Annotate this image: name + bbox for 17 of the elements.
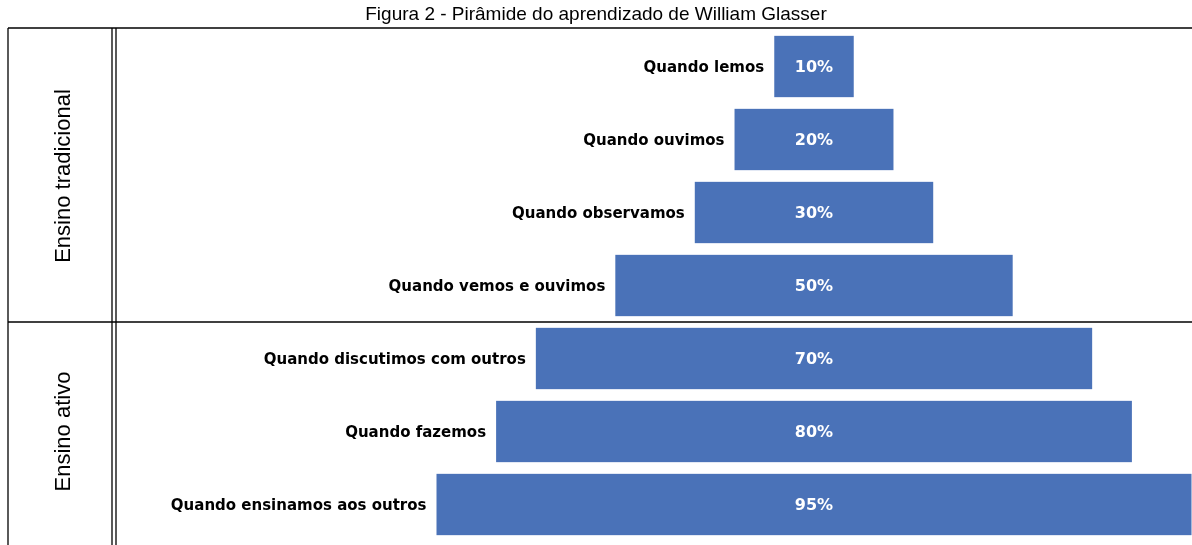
category-label: Quando fazemos xyxy=(345,422,487,441)
category-label: Quando vemos e ouvimos xyxy=(388,276,606,295)
data-label: 70% xyxy=(794,349,834,369)
text: Ensino ativo xyxy=(50,371,75,492)
data-label: 10% xyxy=(794,57,834,77)
category-label: Quando observamos xyxy=(511,203,685,222)
category-label: Quando discutimos com outros xyxy=(263,349,526,368)
category-label: Quando ensinamos aos outros xyxy=(170,495,427,514)
text: Figura 2 - Pirâmide do aprendizado de William Glasser xyxy=(365,3,828,24)
data-label: 95% xyxy=(794,495,834,515)
category-label: Quando lemos xyxy=(643,57,765,76)
text: Ensino tradicional xyxy=(50,89,75,263)
category-label: Quando ouvimos xyxy=(583,130,725,149)
data-label: 20% xyxy=(794,130,834,150)
data-label: 30% xyxy=(794,203,834,223)
data-label: 80% xyxy=(794,422,834,442)
data-label: 50% xyxy=(794,276,834,296)
